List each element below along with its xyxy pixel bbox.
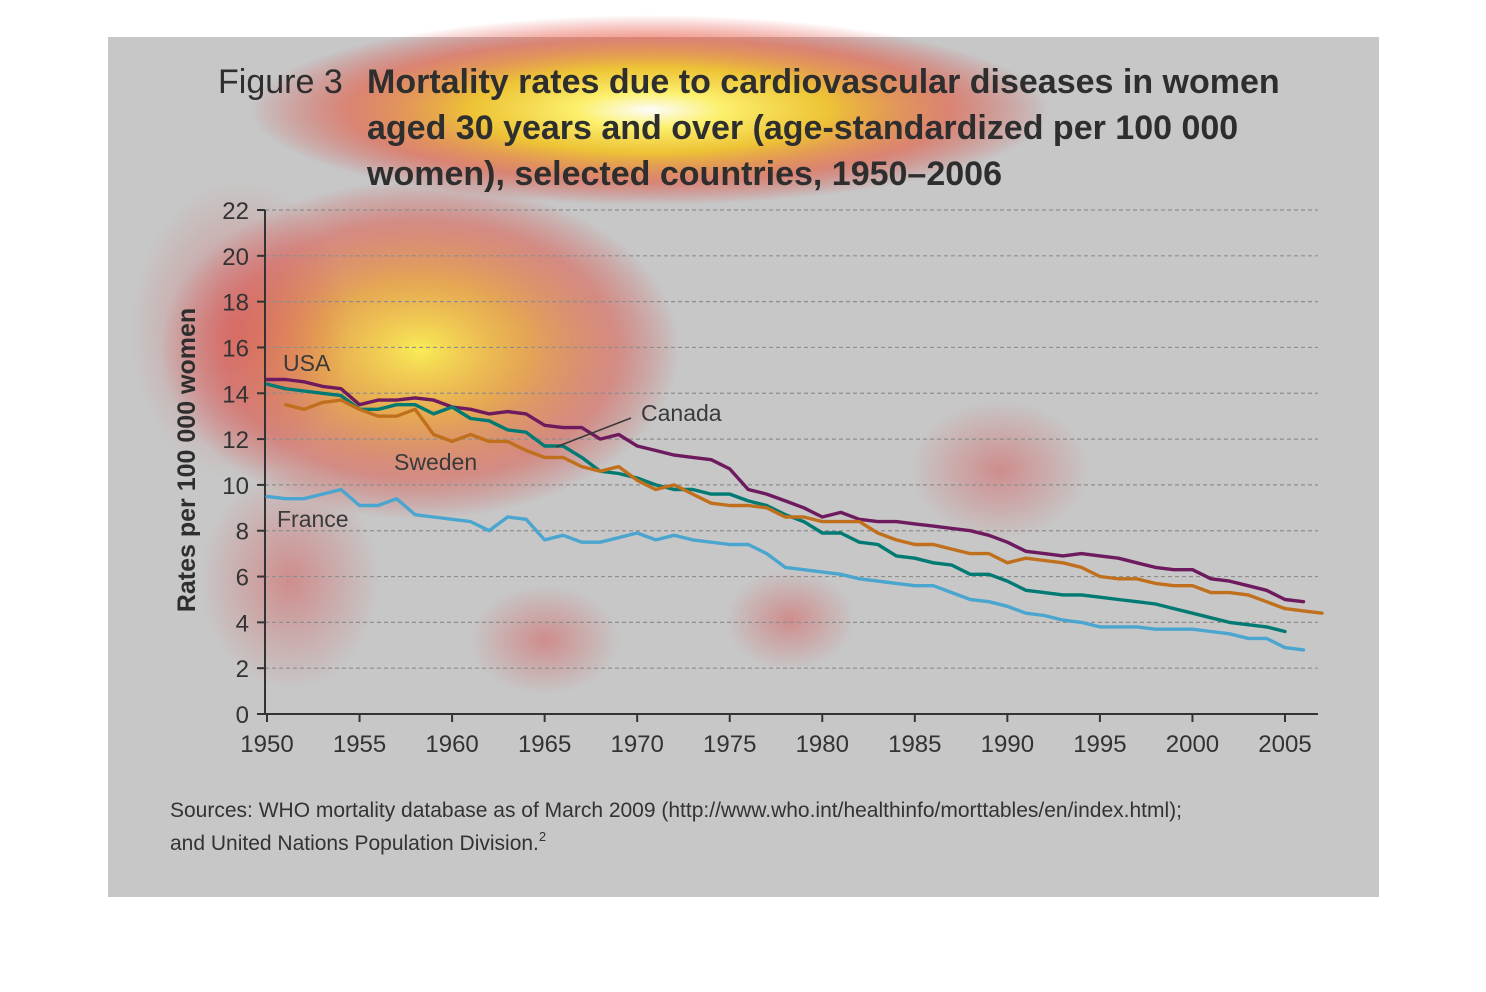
y-tick-label: 2 <box>236 656 249 683</box>
x-tick-label: 1975 <box>703 731 756 758</box>
x-tick-label: 1965 <box>518 731 571 758</box>
y-tick-label: 20 <box>222 244 249 271</box>
y-tick-label: 12 <box>222 427 249 454</box>
heat-spot <box>200 470 380 690</box>
y-tick-label: 6 <box>236 565 249 592</box>
series-lines <box>265 377 1324 652</box>
x-tick-label: 1955 <box>333 731 386 758</box>
canada-leader-line <box>555 417 632 448</box>
source-line-2-text: and United Nations Population Division. <box>170 832 539 855</box>
attention-heatmap <box>130 15 1090 695</box>
heat-spot <box>470 585 620 695</box>
y-tick-label: 10 <box>222 473 249 500</box>
x-ticks: 1950 1955 1960 1965 1970 1975 1980 1985 1990 1995… <box>240 714 1312 758</box>
y-tick-label: 18 <box>222 290 249 317</box>
y-tick-label: 16 <box>222 335 249 362</box>
series-label-usa: USA <box>283 350 331 376</box>
x-tick-label: 2005 <box>1258 731 1311 758</box>
heat-spot <box>725 570 855 670</box>
y-tick-label: 22 <box>222 198 249 225</box>
axes <box>264 210 1318 715</box>
series-label-sweden: Sweden <box>394 449 477 475</box>
series-line-canada <box>265 382 1287 634</box>
x-tick-label: 1990 <box>981 731 1034 758</box>
y-tick-label: 4 <box>236 610 249 637</box>
x-tick-label: 1985 <box>888 731 941 758</box>
source-line-2: and United Nations Population Division.2 <box>170 829 546 855</box>
y-tick-label: 8 <box>236 519 249 546</box>
y-ticks: 0 2 4 6 8 10 12 14 16 18 20 22 <box>222 198 265 729</box>
series-label-france: France <box>277 506 349 532</box>
chart-title-line-3: women), selected countries, 1950–2006 <box>366 155 1002 193</box>
y-tick-label: 0 <box>236 702 249 729</box>
heat-spot <box>250 15 1050 205</box>
series-line-usa <box>265 377 1306 604</box>
chart-title-line-1: Mortality rates due to cardiovascular di… <box>367 63 1280 101</box>
x-tick-label: 1960 <box>425 731 478 758</box>
heat-spot <box>910 400 1090 540</box>
figure-label: Figure 3 <box>218 63 343 101</box>
x-tick-label: 1970 <box>610 731 663 758</box>
chart-title-line-2: aged 30 years and over (age-standardized… <box>367 109 1238 147</box>
series-line-sweden <box>283 398 1324 615</box>
y-axis-label: Rates per 100 000 women <box>173 308 201 612</box>
x-tick-label: 1995 <box>1073 731 1126 758</box>
series-line-france <box>265 487 1306 652</box>
x-tick-label: 2000 <box>1166 731 1219 758</box>
x-tick-label: 1980 <box>796 731 849 758</box>
source-footnote: 2 <box>539 829 546 844</box>
gridlines <box>265 209 1318 669</box>
y-tick-label: 14 <box>222 381 249 408</box>
series-label-canada: Canada <box>641 400 722 426</box>
source-line-1: Sources: WHO mortality database as of Ma… <box>170 799 1182 822</box>
x-tick-label: 1950 <box>240 731 293 758</box>
heat-spot <box>130 180 350 480</box>
